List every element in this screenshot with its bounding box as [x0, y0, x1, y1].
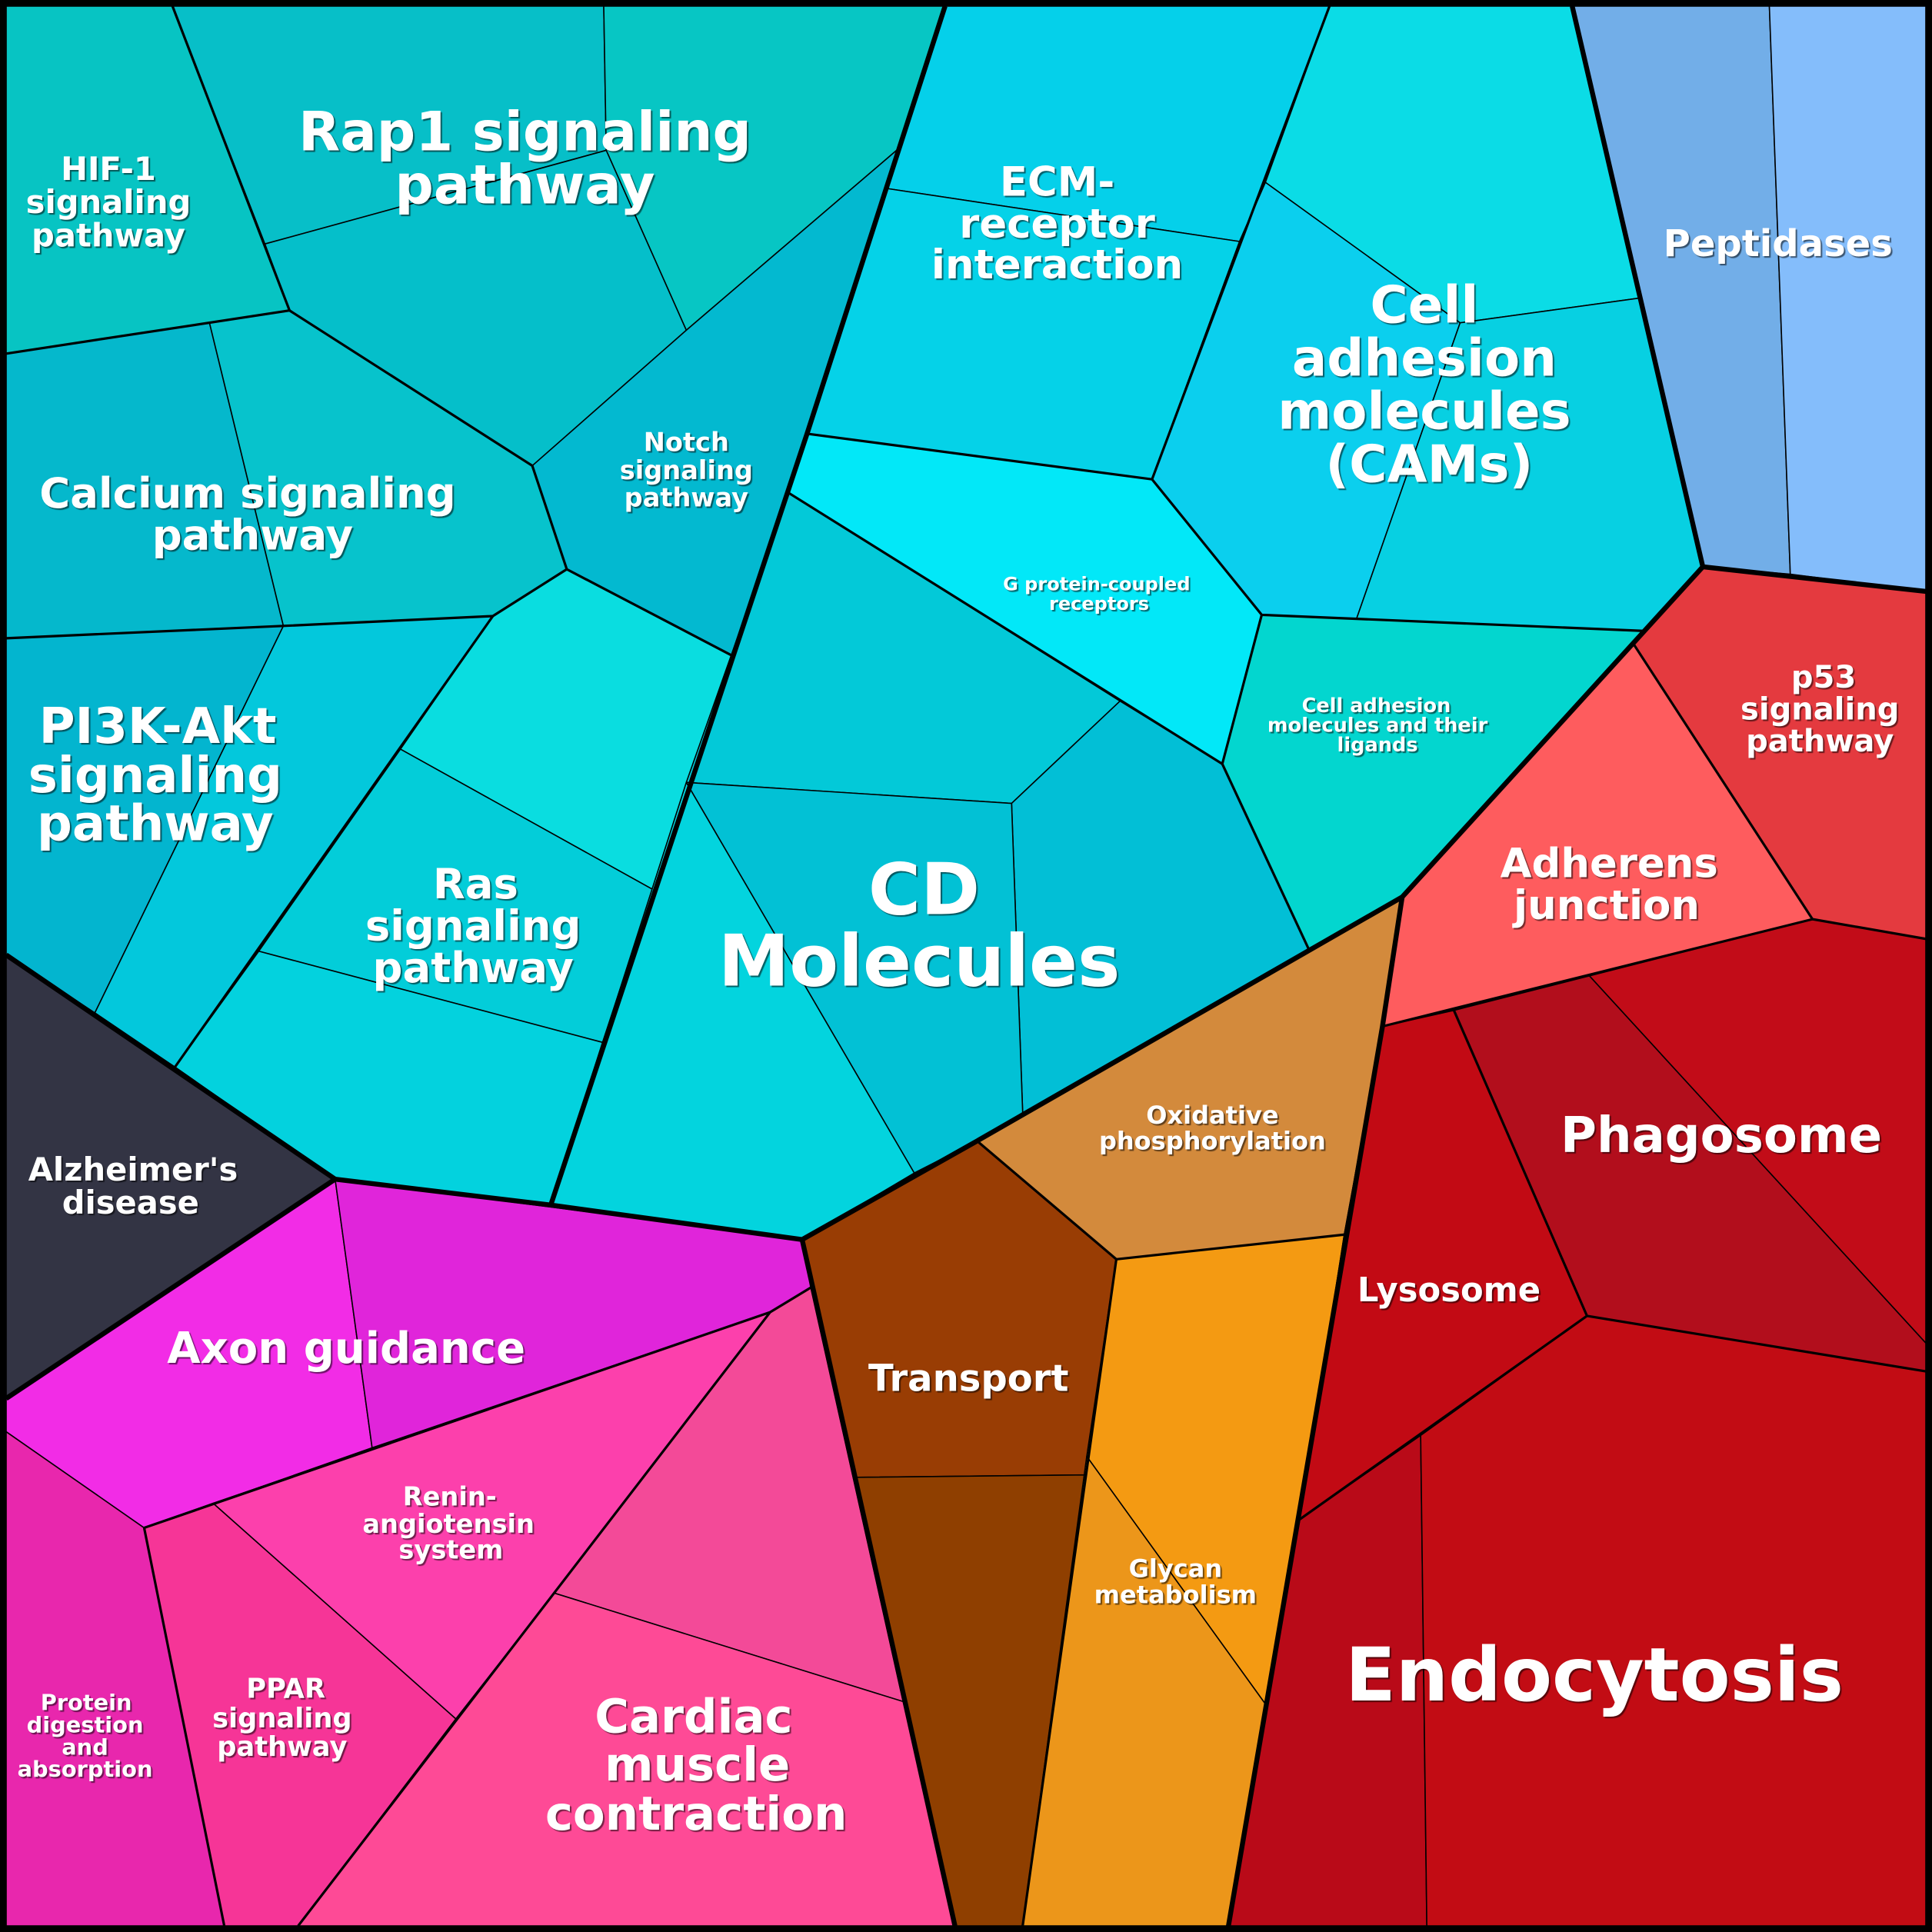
label-cams: Cell adhesion molecules (CAMs): [1277, 275, 1571, 495]
label-ras: Ras signaling pathway: [365, 859, 581, 992]
label-transport: Transport: [868, 1357, 1068, 1401]
label-pi3k: PI3K-Akt signaling pathway: [28, 698, 282, 853]
label-hif1: HIF-1 signaling pathway: [26, 150, 192, 255]
label-p53: p53 signaling pathway: [1740, 660, 1899, 759]
label-protein: Protein digestion and absorption: [18, 1690, 153, 1783]
label-axon: Axon guidance: [167, 1324, 525, 1374]
label-peptidases: Peptidases: [1664, 222, 1893, 265]
cell-borders: [5, 5, 1927, 1927]
label-calcium: Calcium signaling pathway: [39, 468, 455, 559]
label-ppar: PPAR signaling pathway: [212, 1674, 352, 1763]
cell-endocytosis[interactable]: [1420, 1315, 1927, 1927]
label-phagosome: Phagosome: [1561, 1108, 1882, 1164]
label-oxidative: Oxidative phosphorylation: [1099, 1101, 1326, 1156]
label-gpcr: G protein-coupled receptors: [1003, 573, 1190, 615]
label-cardiac: Cardiac muscle contraction: [545, 1689, 848, 1841]
label-renin: Renin-angiotensin system: [362, 1482, 535, 1565]
label-cam-ligands: Cell adhesion molecules and their ligands: [1267, 695, 1488, 757]
label-lysosome: Lysosome: [1357, 1271, 1541, 1310]
label-ecm: ECM-receptor interaction: [931, 159, 1183, 288]
label-rap1: Rap1 signaling pathway: [298, 100, 751, 216]
cell-peptidases[interactable]: [1768, 5, 1927, 592]
label-notch: Notch signaling pathway: [620, 427, 753, 512]
label-adherens: Adherens junction: [1501, 841, 1718, 929]
label-endocytosis: Endocytosis: [1345, 1632, 1844, 1718]
label-cd: CD Molecules: [718, 848, 1121, 1003]
label-alzheimer: Alzheimer's disease: [28, 1151, 238, 1221]
label-glycan: Glycan metabolism: [1094, 1554, 1257, 1610]
